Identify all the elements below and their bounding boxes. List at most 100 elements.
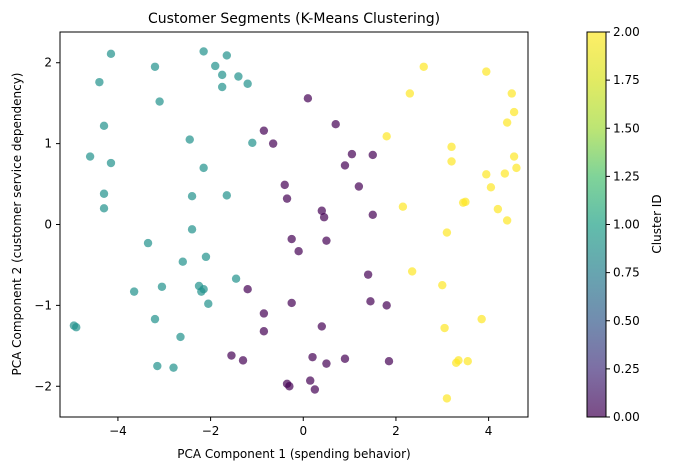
y-tick-label: −1 xyxy=(34,298,52,312)
cluster-2-point xyxy=(447,157,456,166)
cluster-0-point xyxy=(303,94,313,103)
cluster-0-point xyxy=(306,376,315,385)
cluster-2-point xyxy=(419,62,428,71)
cluster-2-point xyxy=(509,152,519,161)
cluster-1-point xyxy=(106,49,116,59)
colorbar-tick-label: 0.75 xyxy=(613,266,640,280)
cluster-0-point xyxy=(322,359,331,368)
colorbar-axis: 0.00 0.25 0.50 0.75 1.00 1.25 1.50 1.75 2.00 xyxy=(606,25,640,424)
cluster-0-point xyxy=(238,356,248,365)
x-tick-label: 0 xyxy=(299,424,307,438)
cluster-1-point xyxy=(185,135,194,144)
cluster-1-point xyxy=(211,61,220,71)
y-tick-label: 1 xyxy=(44,137,52,151)
y-tick-label: 0 xyxy=(44,218,52,232)
colorbar-tick-label: 2.00 xyxy=(613,25,640,39)
cluster-1-point xyxy=(129,287,139,296)
cluster-0-point xyxy=(354,182,364,191)
cluster-1-point xyxy=(72,323,81,332)
cluster-2-point xyxy=(442,228,452,237)
cluster-0-point xyxy=(340,354,350,363)
colorbar xyxy=(587,32,606,417)
cluster-0-point xyxy=(331,120,340,129)
cluster-1-point xyxy=(99,121,109,131)
cluster-2-point xyxy=(486,183,496,192)
cluster-0-point xyxy=(366,297,375,306)
cluster-1-point xyxy=(187,191,197,201)
colorbar-tick-label: 0.25 xyxy=(613,362,640,376)
cluster-0-point xyxy=(280,180,289,190)
cluster-0-point xyxy=(287,298,296,308)
cluster-1-point xyxy=(106,158,116,168)
cluster-1-point xyxy=(150,62,160,71)
cluster-2-point xyxy=(398,202,408,211)
cluster-0-point xyxy=(384,356,394,366)
colorbar-tick-label: 0.50 xyxy=(613,314,640,328)
cluster-0-point xyxy=(322,236,331,245)
colorbar-tick-label: 1.25 xyxy=(613,169,640,183)
cluster-2-point xyxy=(482,170,491,179)
colorbar-tick-label: 0.00 xyxy=(613,410,640,424)
cluster-2-point xyxy=(442,394,452,403)
cluster-0-point xyxy=(368,210,377,219)
cluster-0-point xyxy=(317,206,326,215)
cluster-2-point xyxy=(507,89,516,98)
cluster-1-point xyxy=(248,138,257,148)
cluster-1-point xyxy=(143,238,153,248)
cluster-0-point xyxy=(285,382,294,391)
cluster-1-point xyxy=(222,51,232,60)
x-tick-label: 4 xyxy=(485,424,493,438)
y-axis-label: PCA Component 2 (customer service depend… xyxy=(10,73,24,376)
cluster-2-point xyxy=(463,356,472,366)
y-axis: −2 −1 0 1 2 xyxy=(34,56,60,393)
chart-title: Customer Segments (K-Means Clustering) xyxy=(148,11,440,27)
cluster-2-point xyxy=(440,323,449,333)
cluster-1-point xyxy=(201,252,211,262)
cluster-1-point xyxy=(99,189,109,198)
cluster-0-point xyxy=(347,149,357,159)
cluster-1-point xyxy=(150,314,160,324)
cluster-0-point xyxy=(287,234,296,244)
cluster-1-point xyxy=(178,257,187,266)
cluster-1-point xyxy=(234,72,243,81)
cluster-0-point xyxy=(227,351,236,360)
cluster-0-point xyxy=(340,161,350,170)
cluster-1-point xyxy=(187,225,197,234)
cluster-2-point xyxy=(382,132,391,141)
cluster-1-point xyxy=(169,363,178,372)
cluster-2-point xyxy=(502,118,512,127)
cluster-1-point xyxy=(157,282,167,291)
y-tick-label: −2 xyxy=(34,379,52,393)
x-axis-label: PCA Component 1 (spending behavior) xyxy=(177,447,410,461)
cluster-0-point xyxy=(382,301,391,310)
cluster-0-point xyxy=(259,126,269,135)
cluster-0-point xyxy=(317,322,326,331)
cluster-0-point xyxy=(368,150,377,160)
colorbar-label: Cluster ID xyxy=(650,194,664,253)
x-tick-label: 2 xyxy=(392,424,400,438)
colorbar-tick-label: 1.50 xyxy=(613,121,640,135)
cluster-1-point xyxy=(176,332,185,342)
plot-points xyxy=(69,47,521,403)
cluster-1-point xyxy=(231,274,241,283)
cluster-2-point xyxy=(502,216,512,225)
cluster-1-point xyxy=(199,163,208,173)
cluster-1-point xyxy=(204,299,213,308)
cluster-1-point xyxy=(95,77,104,87)
cluster-1-point xyxy=(222,191,232,200)
cluster-1-point xyxy=(153,361,162,371)
cluster-0-point xyxy=(308,352,317,362)
colorbar-tick-label: 1.75 xyxy=(613,73,640,87)
cluster-2-point xyxy=(493,204,503,214)
cluster-0-point xyxy=(268,139,278,148)
cluster-2-point xyxy=(451,358,461,368)
cluster-0-point xyxy=(259,327,269,336)
cluster-1-point xyxy=(243,79,252,88)
x-axis: −4 −2 0 2 4 xyxy=(109,417,492,438)
cluster-0-point xyxy=(294,246,303,256)
cluster-0-point xyxy=(259,309,269,318)
cluster-2-point xyxy=(512,163,521,173)
cluster-0-point xyxy=(243,285,252,294)
